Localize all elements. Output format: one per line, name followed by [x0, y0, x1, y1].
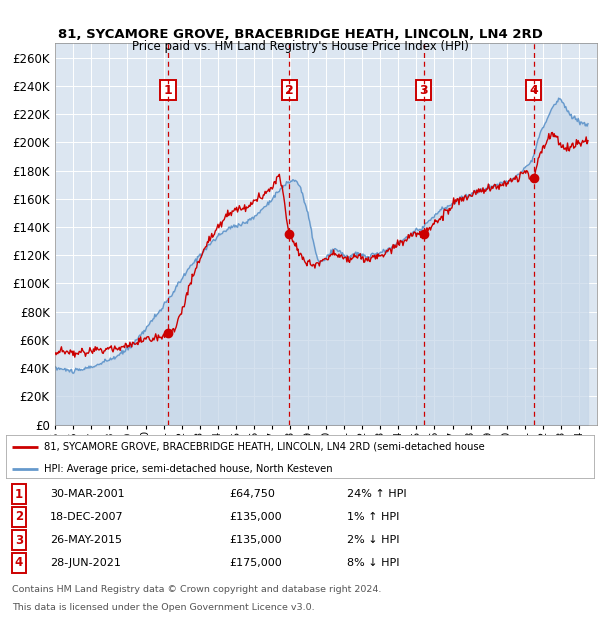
Text: 8% ↓ HPI: 8% ↓ HPI — [347, 558, 400, 568]
Text: 4: 4 — [529, 84, 538, 97]
Text: 24% ↑ HPI: 24% ↑ HPI — [347, 489, 407, 499]
Text: 2% ↓ HPI: 2% ↓ HPI — [347, 535, 400, 545]
Text: 1: 1 — [164, 84, 172, 97]
Text: HPI: Average price, semi-detached house, North Kesteven: HPI: Average price, semi-detached house,… — [44, 464, 333, 474]
Text: 30-MAR-2001: 30-MAR-2001 — [50, 489, 125, 499]
Text: Contains HM Land Registry data © Crown copyright and database right 2024.: Contains HM Land Registry data © Crown c… — [12, 585, 381, 594]
Text: 81, SYCAMORE GROVE, BRACEBRIDGE HEATH, LINCOLN, LN4 2RD (semi-detached house: 81, SYCAMORE GROVE, BRACEBRIDGE HEATH, L… — [44, 441, 485, 451]
Text: 1: 1 — [15, 487, 23, 500]
Text: £64,750: £64,750 — [229, 489, 275, 499]
Text: 81, SYCAMORE GROVE, BRACEBRIDGE HEATH, LINCOLN, LN4 2RD: 81, SYCAMORE GROVE, BRACEBRIDGE HEATH, L… — [58, 28, 542, 41]
Text: 28-JUN-2021: 28-JUN-2021 — [50, 558, 121, 568]
Text: 4: 4 — [15, 557, 23, 570]
Text: 3: 3 — [15, 533, 23, 546]
Text: £135,000: £135,000 — [229, 535, 282, 545]
Text: 3: 3 — [419, 84, 428, 97]
Text: 1% ↑ HPI: 1% ↑ HPI — [347, 512, 400, 522]
Text: 2: 2 — [285, 84, 294, 97]
Text: This data is licensed under the Open Government Licence v3.0.: This data is licensed under the Open Gov… — [12, 603, 314, 613]
Text: Price paid vs. HM Land Registry's House Price Index (HPI): Price paid vs. HM Land Registry's House … — [131, 40, 469, 53]
Text: 2: 2 — [15, 510, 23, 523]
Text: £175,000: £175,000 — [229, 558, 282, 568]
Text: 18-DEC-2007: 18-DEC-2007 — [50, 512, 124, 522]
Text: £135,000: £135,000 — [229, 512, 282, 522]
Text: 26-MAY-2015: 26-MAY-2015 — [50, 535, 122, 545]
